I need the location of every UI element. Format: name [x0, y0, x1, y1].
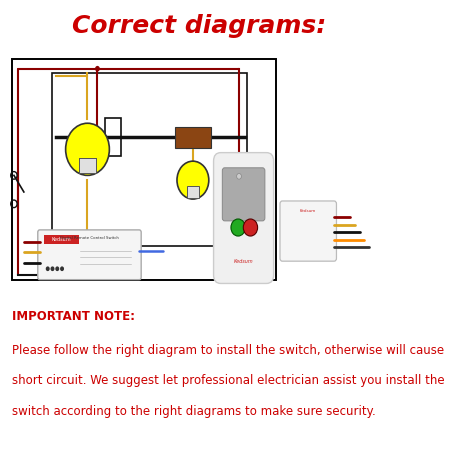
Circle shape: [177, 161, 209, 199]
Circle shape: [55, 266, 59, 271]
FancyBboxPatch shape: [38, 230, 141, 280]
Circle shape: [231, 219, 245, 236]
Bar: [52, 73, 246, 246]
Text: short circuit. We suggest let professional electrician assist you install the: short circuit. We suggest let profession…: [12, 374, 445, 387]
Bar: [175, 127, 211, 148]
Bar: [44, 235, 79, 244]
Bar: [105, 118, 120, 156]
Circle shape: [243, 219, 257, 236]
Circle shape: [60, 266, 64, 271]
Circle shape: [65, 123, 109, 175]
Circle shape: [51, 266, 55, 271]
Bar: [79, 158, 96, 173]
Text: Kedsum: Kedsum: [51, 237, 71, 242]
FancyBboxPatch shape: [222, 168, 265, 221]
Text: IMPORTANT NOTE:: IMPORTANT NOTE:: [12, 310, 135, 323]
FancyBboxPatch shape: [280, 201, 337, 261]
Text: Correct diagrams:: Correct diagrams:: [72, 14, 326, 38]
Circle shape: [237, 173, 241, 179]
Bar: [187, 186, 199, 198]
Text: Kedsum: Kedsum: [300, 209, 317, 213]
Text: Kedsum: Kedsum: [234, 259, 254, 264]
Text: Digital Remote Control Switch: Digital Remote Control Switch: [60, 237, 119, 240]
Bar: [12, 59, 276, 280]
Text: Please follow the right diagram to install the switch, otherwise will cause: Please follow the right diagram to insta…: [12, 344, 444, 356]
Circle shape: [95, 66, 100, 72]
Text: switch according to the right diagrams to make sure security.: switch according to the right diagrams t…: [12, 405, 376, 418]
FancyBboxPatch shape: [214, 153, 273, 283]
Circle shape: [46, 266, 50, 271]
